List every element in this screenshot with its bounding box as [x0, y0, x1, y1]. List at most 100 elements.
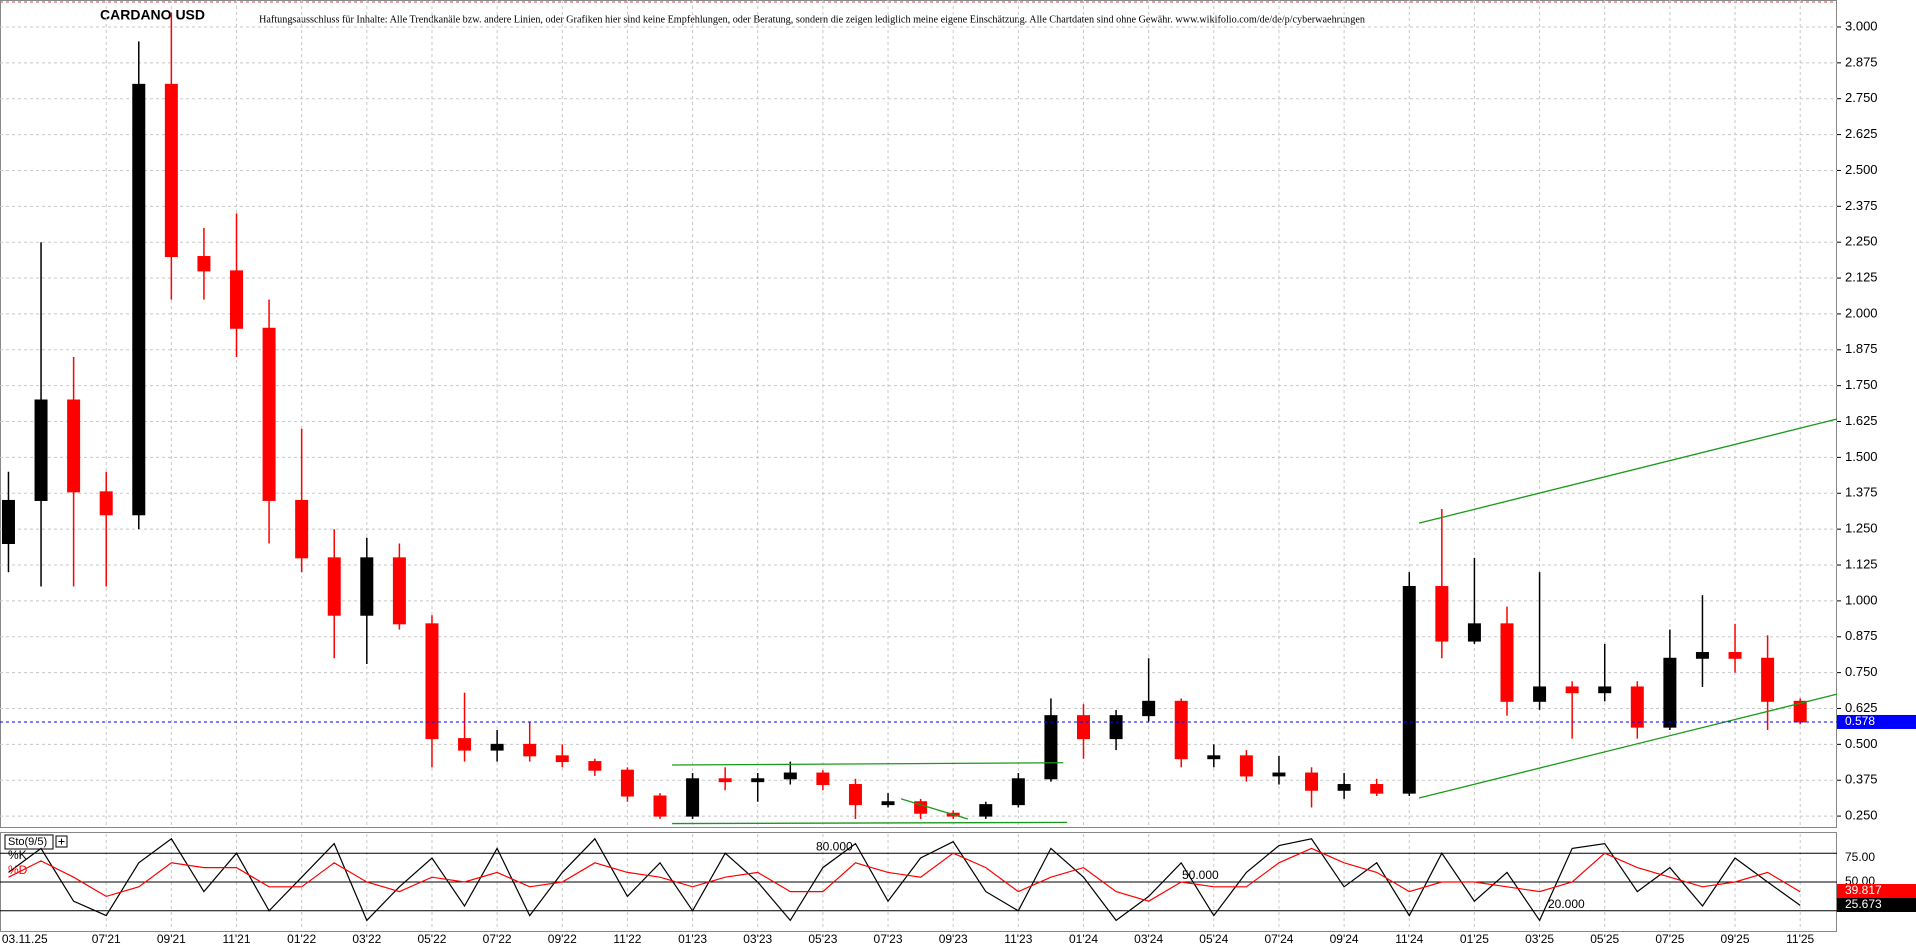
- y-tick-label: 1.125: [1845, 556, 1878, 571]
- candle-body: [1044, 715, 1058, 780]
- x-tick-label: 11'25: [1786, 932, 1814, 946]
- y-tick-label: 0.500: [1845, 736, 1878, 751]
- y-tick-label: 1.375: [1845, 485, 1878, 500]
- candle-body: [1239, 755, 1253, 777]
- x-tick-label: 11'21: [222, 932, 250, 946]
- x-tick-label: 07'23: [874, 932, 903, 946]
- candle-body: [1109, 715, 1123, 740]
- candle-body: [783, 772, 797, 780]
- x-tick-label: 05'24: [1199, 932, 1228, 946]
- candle-body: [1435, 586, 1449, 642]
- y-tick-label: 0.750: [1845, 664, 1878, 679]
- candle-body: [620, 769, 634, 797]
- candle-body: [392, 557, 406, 625]
- stoch-line: [8, 837, 1801, 922]
- candle-body: [816, 772, 830, 786]
- trendline: [1418, 693, 1838, 799]
- candle-body: [653, 795, 667, 817]
- candle-body: [1663, 657, 1677, 728]
- candle-body: [1174, 700, 1188, 760]
- x-tick-label: 01'22: [287, 932, 316, 946]
- level-label: 80.000: [816, 839, 853, 853]
- x-tick-label: 03'23: [743, 932, 772, 946]
- candle-body: [848, 784, 862, 806]
- candle-body: [1272, 772, 1286, 777]
- y-tick-label: 0.375: [1845, 772, 1878, 787]
- y-tick-label: 2.625: [1845, 126, 1878, 141]
- candle-body: [979, 804, 993, 817]
- candle-body: [686, 778, 700, 817]
- y-tick-label: 0.875: [1845, 628, 1878, 643]
- candle-body: [523, 743, 537, 757]
- main-frame: [0, 0, 1837, 828]
- candle-body: [230, 270, 244, 329]
- x-tick-label: 09'24: [1330, 932, 1359, 946]
- x-tick-label: 07'24: [1264, 932, 1293, 946]
- candle-body: [425, 623, 439, 740]
- candle-body: [1011, 778, 1025, 806]
- candle-body: [360, 557, 374, 616]
- candle-body: [1533, 686, 1547, 702]
- candle-body: [914, 801, 928, 814]
- last-price-label: 0.578: [1845, 714, 1875, 728]
- trendline: [900, 798, 969, 820]
- x-tick-label: 05'22: [417, 932, 446, 946]
- y-tick-label: 0.250: [1845, 808, 1878, 823]
- y-tick-label: 2.375: [1845, 198, 1878, 213]
- level-label: 50.000: [1182, 868, 1219, 882]
- candle-body: [1467, 623, 1481, 642]
- y-tick-label: 2.000: [1845, 305, 1878, 320]
- candle-body: [588, 761, 602, 771]
- candle-body: [1207, 755, 1221, 760]
- candle-body: [881, 801, 895, 806]
- candle-body: [1337, 784, 1351, 791]
- candle-body: [67, 399, 81, 493]
- candle-body: [164, 83, 178, 258]
- disclaimer: Haftungsausschluss für Inhalte: Alle Tre…: [259, 14, 1365, 25]
- candle-body: [197, 256, 211, 272]
- x-tick-label: 07'22: [483, 932, 512, 946]
- x-tick-label: 09'22: [548, 932, 577, 946]
- candle-body: [1142, 700, 1156, 717]
- y-tick-label: 2.125: [1845, 269, 1878, 284]
- legend-entry: %K: [8, 848, 27, 862]
- y-tick-label: 1.750: [1845, 377, 1878, 392]
- candle-body: [1695, 652, 1709, 659]
- y-tick-label: 2.500: [1845, 162, 1878, 177]
- x-tick-label: 07'25: [1655, 932, 1684, 946]
- candle-body: [1500, 623, 1514, 702]
- y-tick-label: 75.00: [1845, 850, 1875, 864]
- y-tick-label: 2.875: [1845, 54, 1878, 69]
- x-tick-label: 09'21: [157, 932, 186, 946]
- trendline: [672, 821, 1068, 825]
- x-tick-label: 03'22: [352, 932, 381, 946]
- x-tick-label: 07'21: [92, 932, 121, 946]
- y-tick-label: 0.625: [1845, 700, 1878, 715]
- x-tick-label: 01'23: [678, 932, 707, 946]
- last-value-box: [1837, 884, 1916, 898]
- x-tick-label: 01'25: [1460, 932, 1489, 946]
- candle-body: [751, 778, 765, 783]
- stoch-line: [8, 847, 1801, 902]
- candle-body: [1761, 657, 1775, 702]
- trendline: [672, 762, 1064, 766]
- candle-body: [295, 499, 309, 559]
- candle-body: [490, 743, 504, 751]
- candle-body: [1305, 772, 1319, 791]
- x-tick-label: 09'25: [1721, 932, 1750, 946]
- last-value-label: 39.817: [1845, 883, 1882, 897]
- candle-body: [327, 557, 341, 616]
- y-tick-label: 1.625: [1845, 413, 1878, 428]
- last-price-box: [1837, 714, 1916, 729]
- x-tick-label: 05'25: [1590, 932, 1619, 946]
- last-value-label: 25.673: [1845, 897, 1882, 911]
- x-tick-label: 03.11.25: [2, 932, 48, 946]
- candle-body: [1402, 586, 1416, 794]
- x-tick-label: 05'23: [808, 932, 837, 946]
- candle-body: [1728, 652, 1742, 659]
- x-tick-label: 09'23: [939, 932, 968, 946]
- indicator-title: Sto(9/5): [8, 836, 47, 848]
- candle-body: [34, 399, 48, 501]
